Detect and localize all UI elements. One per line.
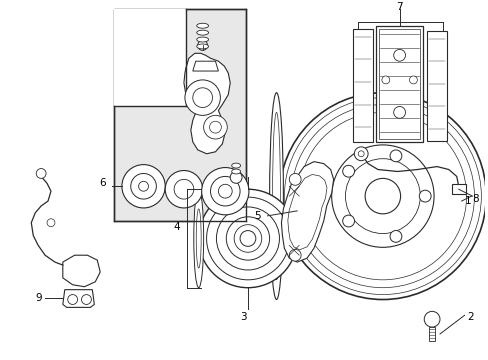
Ellipse shape <box>196 30 208 35</box>
Text: 8: 8 <box>471 194 478 204</box>
Circle shape <box>389 230 401 242</box>
Ellipse shape <box>196 23 208 28</box>
Circle shape <box>331 145 433 247</box>
Circle shape <box>47 219 55 227</box>
Circle shape <box>289 249 301 261</box>
Polygon shape <box>281 162 333 262</box>
Bar <box>353 29 372 142</box>
Bar <box>428 327 434 341</box>
Circle shape <box>289 174 301 185</box>
Circle shape <box>218 184 232 198</box>
Circle shape <box>240 231 255 246</box>
Ellipse shape <box>231 163 240 168</box>
Circle shape <box>165 171 202 208</box>
Bar <box>427 31 446 141</box>
Circle shape <box>381 76 389 84</box>
Circle shape <box>192 88 212 108</box>
Circle shape <box>209 121 221 133</box>
Ellipse shape <box>196 37 208 42</box>
Circle shape <box>279 93 485 300</box>
Circle shape <box>345 159 419 234</box>
Circle shape <box>418 190 430 202</box>
Circle shape <box>81 294 91 305</box>
Circle shape <box>342 165 354 177</box>
Bar <box>375 26 423 142</box>
Circle shape <box>226 217 269 260</box>
Text: 1: 1 <box>464 196 471 206</box>
Circle shape <box>139 181 148 191</box>
Polygon shape <box>62 290 94 307</box>
Ellipse shape <box>196 209 201 268</box>
Circle shape <box>216 207 279 270</box>
Circle shape <box>206 197 289 280</box>
Text: 3: 3 <box>239 312 246 322</box>
Text: 6: 6 <box>99 178 105 188</box>
Bar <box>114 9 245 221</box>
Text: 5: 5 <box>254 211 261 221</box>
Circle shape <box>365 179 400 214</box>
Ellipse shape <box>269 93 283 300</box>
Circle shape <box>299 112 466 280</box>
Circle shape <box>230 171 242 183</box>
Polygon shape <box>62 255 100 287</box>
Circle shape <box>184 80 220 115</box>
Circle shape <box>408 76 416 84</box>
Text: 7: 7 <box>395 2 402 12</box>
Circle shape <box>291 104 473 288</box>
Circle shape <box>36 168 46 179</box>
Text: 2: 2 <box>466 312 473 322</box>
Circle shape <box>393 107 405 118</box>
Circle shape <box>203 115 227 139</box>
Circle shape <box>234 225 261 252</box>
Circle shape <box>210 176 240 206</box>
Circle shape <box>284 98 480 294</box>
Circle shape <box>393 49 405 61</box>
Polygon shape <box>287 175 326 250</box>
Circle shape <box>198 189 297 288</box>
Circle shape <box>122 165 165 208</box>
Ellipse shape <box>196 44 208 49</box>
Circle shape <box>67 294 78 305</box>
Text: 9: 9 <box>36 293 42 302</box>
Circle shape <box>358 151 364 157</box>
Text: 4: 4 <box>173 222 180 231</box>
Circle shape <box>197 41 207 50</box>
Polygon shape <box>192 61 218 71</box>
Ellipse shape <box>193 189 203 288</box>
Circle shape <box>342 215 354 227</box>
Circle shape <box>389 150 401 162</box>
Polygon shape <box>183 53 230 154</box>
Circle shape <box>174 179 193 199</box>
Ellipse shape <box>231 169 240 174</box>
Bar <box>451 184 465 194</box>
Circle shape <box>201 167 248 215</box>
Circle shape <box>354 147 367 161</box>
Ellipse shape <box>272 112 280 280</box>
Circle shape <box>424 311 439 327</box>
Bar <box>114 9 185 105</box>
Bar <box>378 29 419 139</box>
Circle shape <box>130 174 156 199</box>
